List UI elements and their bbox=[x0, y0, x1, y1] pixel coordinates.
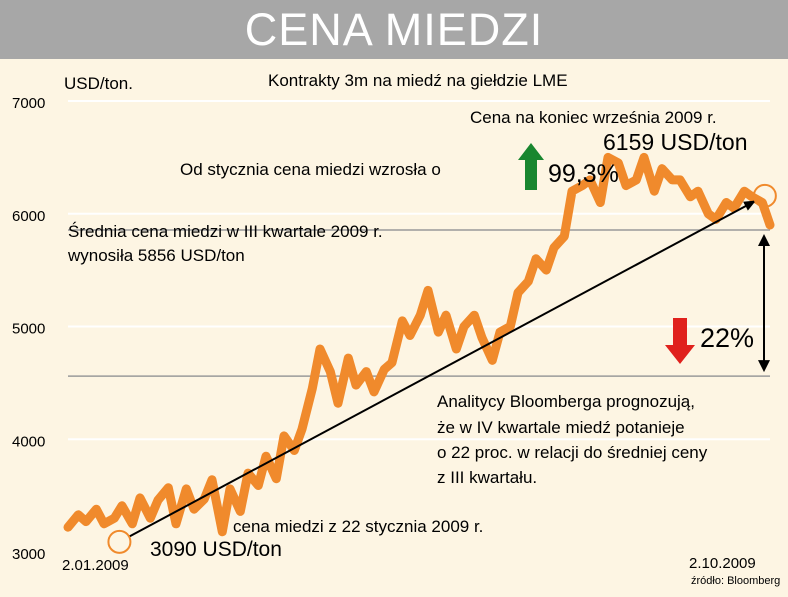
average-line1: Średnia cena miedzi w III kwartale 2009 … bbox=[68, 222, 383, 241]
y-axis-label: USD/ton. bbox=[64, 74, 133, 93]
growth-value: 99,3% bbox=[548, 160, 619, 188]
growth-text: Od stycznia cena miedzi wzrosła o bbox=[180, 160, 441, 179]
end-price-title: Cena na koniec września 2009 r. bbox=[470, 108, 717, 127]
chart-subtitle: Kontrakty 3m na miedź na giełdzie LME bbox=[268, 71, 568, 90]
title-bar: CENA MIEDZI bbox=[0, 0, 788, 59]
forecast-line-2: że w IV kwartale miedź potanieje bbox=[437, 418, 685, 437]
forecast-line-3: o 22 proc. w relacji do średniej ceny bbox=[437, 443, 708, 462]
start-caption: cena miedzi z 22 stycznia 2009 r. bbox=[233, 517, 484, 536]
y-tick-label-6000: 6000 bbox=[12, 208, 45, 225]
start-point-marker bbox=[107, 529, 132, 554]
y-tick-label-7000: 7000 bbox=[12, 95, 45, 112]
end-point-marker bbox=[752, 183, 777, 208]
start-value: 3090 USD/ton bbox=[150, 538, 282, 561]
end-price-value: 6159 USD/ton bbox=[603, 129, 748, 155]
trend-arrow bbox=[128, 200, 757, 538]
source-note: źródło: Bloomberg bbox=[691, 575, 781, 587]
y-tick-label-5000: 5000 bbox=[12, 321, 45, 338]
down-arrow-icon bbox=[665, 318, 695, 364]
forecast-line-1: Analitycy Bloomberga prognozują, bbox=[437, 392, 695, 411]
y-tick-label-3000: 3000 bbox=[12, 546, 45, 563]
drop-value: 22% bbox=[700, 323, 755, 353]
difference-bracket-top-arrowhead bbox=[758, 233, 770, 246]
up-arrow-icon bbox=[518, 143, 544, 190]
price-series-line bbox=[63, 152, 775, 537]
x-tick-end: 2.10.2009 bbox=[689, 555, 756, 572]
difference-bracket-bottom-arrowhead bbox=[758, 360, 770, 373]
x-tick-start: 2.01.2009 bbox=[62, 557, 129, 574]
average-line2: wynosiła 5856 USD/ton bbox=[68, 246, 245, 265]
chart-title: CENA MIEDZI bbox=[244, 4, 544, 55]
y-tick-label-4000: 4000 bbox=[12, 433, 45, 450]
forecast-line-4: z III kwartału. bbox=[437, 468, 538, 487]
